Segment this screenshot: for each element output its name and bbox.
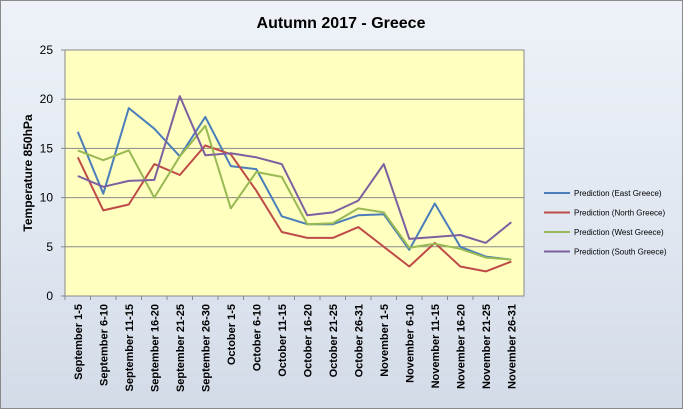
legend-label: Prediction (East Greece) (574, 189, 662, 198)
x-tick-label: November 16-20 (455, 304, 467, 389)
y-tick-label: 20 (40, 92, 54, 106)
x-tick-label: October 1-5 (226, 304, 238, 365)
x-axis-ticks: September 1-5 September 6-10 September 11-… (64, 296, 518, 392)
legend: Prediction (East Greece) Prediction (Nort… (544, 189, 667, 257)
series-line (76, 144, 512, 273)
x-tick-label: October 16-20 (302, 304, 314, 377)
x-tick-label: September 6-10 (98, 304, 110, 386)
x-tick-label: November 6-10 (404, 304, 416, 383)
y-axis-label: Temperature 850hPa (21, 114, 35, 231)
x-tick-label: November 11-15 (430, 304, 442, 388)
y-tick-label: 0 (46, 289, 53, 303)
series-line (77, 124, 512, 261)
series-line (76, 107, 512, 261)
chart-title: Autumn 2017 - Greece (257, 15, 426, 32)
x-tick-label: October 26-31 (353, 304, 365, 377)
x-tick-label: September 11-15 (124, 304, 136, 391)
x-tick-label: September 21-25 (175, 304, 187, 392)
legend-label: Prediction (West Greece) (574, 228, 664, 237)
x-tick-label: November 26-31 (506, 304, 518, 389)
x-tick-label: November 1-5 (379, 304, 391, 377)
x-tick-label: October 6-10 (251, 304, 263, 371)
y-tick-label: 15 (40, 141, 54, 155)
y-axis-ticks: 0 5 10 15 20 25 (40, 43, 65, 303)
legend-label: Prediction (North Greece) (574, 209, 665, 218)
y-tick-label: 10 (40, 191, 54, 205)
y-tick-label: 25 (40, 43, 54, 57)
x-tick-label: September 1-5 (73, 304, 85, 380)
x-tick-label: November 21-25 (481, 304, 493, 389)
x-tick-label: September 16-20 (149, 304, 161, 392)
x-tick-label: September 26-30 (200, 304, 212, 392)
x-tick-label: October 21-25 (328, 304, 340, 377)
legend-label: Prediction (South Greece) (574, 248, 667, 257)
series-line (77, 95, 512, 244)
plot-area (64, 49, 525, 297)
y-tick-label: 5 (46, 240, 53, 254)
series-lines (76, 95, 512, 273)
x-tick-label: October 11-15 (277, 304, 289, 377)
